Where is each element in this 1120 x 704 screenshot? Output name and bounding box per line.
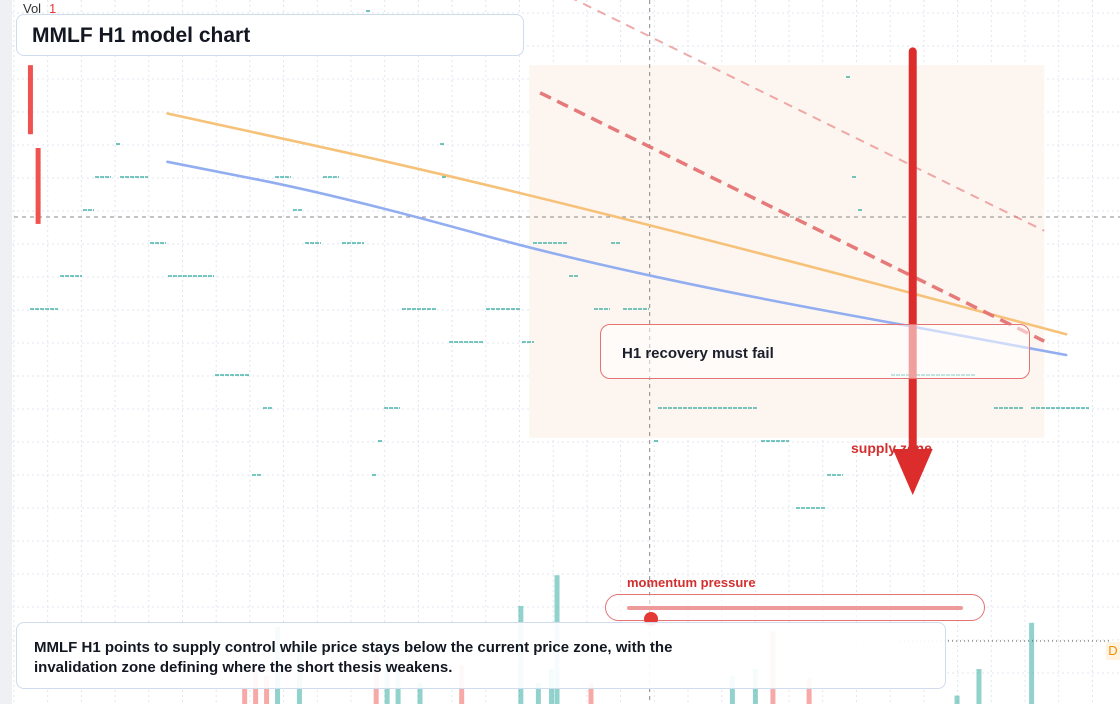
volume-bar — [1029, 622, 1035, 704]
volume-bar — [588, 683, 594, 704]
callout-panel: H1 recovery must fail — [600, 324, 1030, 379]
left-axis-strip — [0, 0, 12, 704]
volume-bar — [535, 683, 541, 704]
candle-body — [35, 148, 41, 224]
volume-label: Vol — [23, 1, 42, 16]
candles — [27, 65, 41, 224]
projection-lines — [539, 0, 1046, 343]
supply-zone-band — [529, 65, 1045, 438]
volume-bar — [806, 678, 812, 704]
summary-panel: MMLF H1 points to supply control while p… — [16, 622, 946, 689]
title-panel: MMLF H1 model chart — [16, 14, 524, 56]
price-tag: D — [1106, 642, 1120, 660]
volume-bar — [954, 695, 960, 704]
arrow-head — [892, 449, 933, 495]
candle-body — [27, 65, 33, 135]
supply-zone-label: supply zone — [851, 440, 932, 456]
projection-line — [573, 0, 1045, 232]
series-line — [166, 112, 1068, 336]
chart-title: MMLF H1 model chart — [32, 24, 251, 47]
momentum-label: momentum pressure — [627, 575, 756, 590]
volume-bar — [976, 669, 982, 704]
volume-bar — [729, 676, 735, 704]
target-arrow — [892, 47, 933, 495]
momentum-track — [627, 606, 963, 626]
summary-text: MMLF H1 points to supply control while p… — [34, 639, 673, 676]
volume-bar — [417, 683, 423, 704]
momentum-slider[interactable] — [605, 594, 985, 626]
volume-bar — [242, 687, 248, 704]
volume-value: 1 — [49, 1, 57, 16]
volume-bar — [264, 676, 270, 704]
callout-text: H1 recovery must fail — [622, 345, 774, 362]
